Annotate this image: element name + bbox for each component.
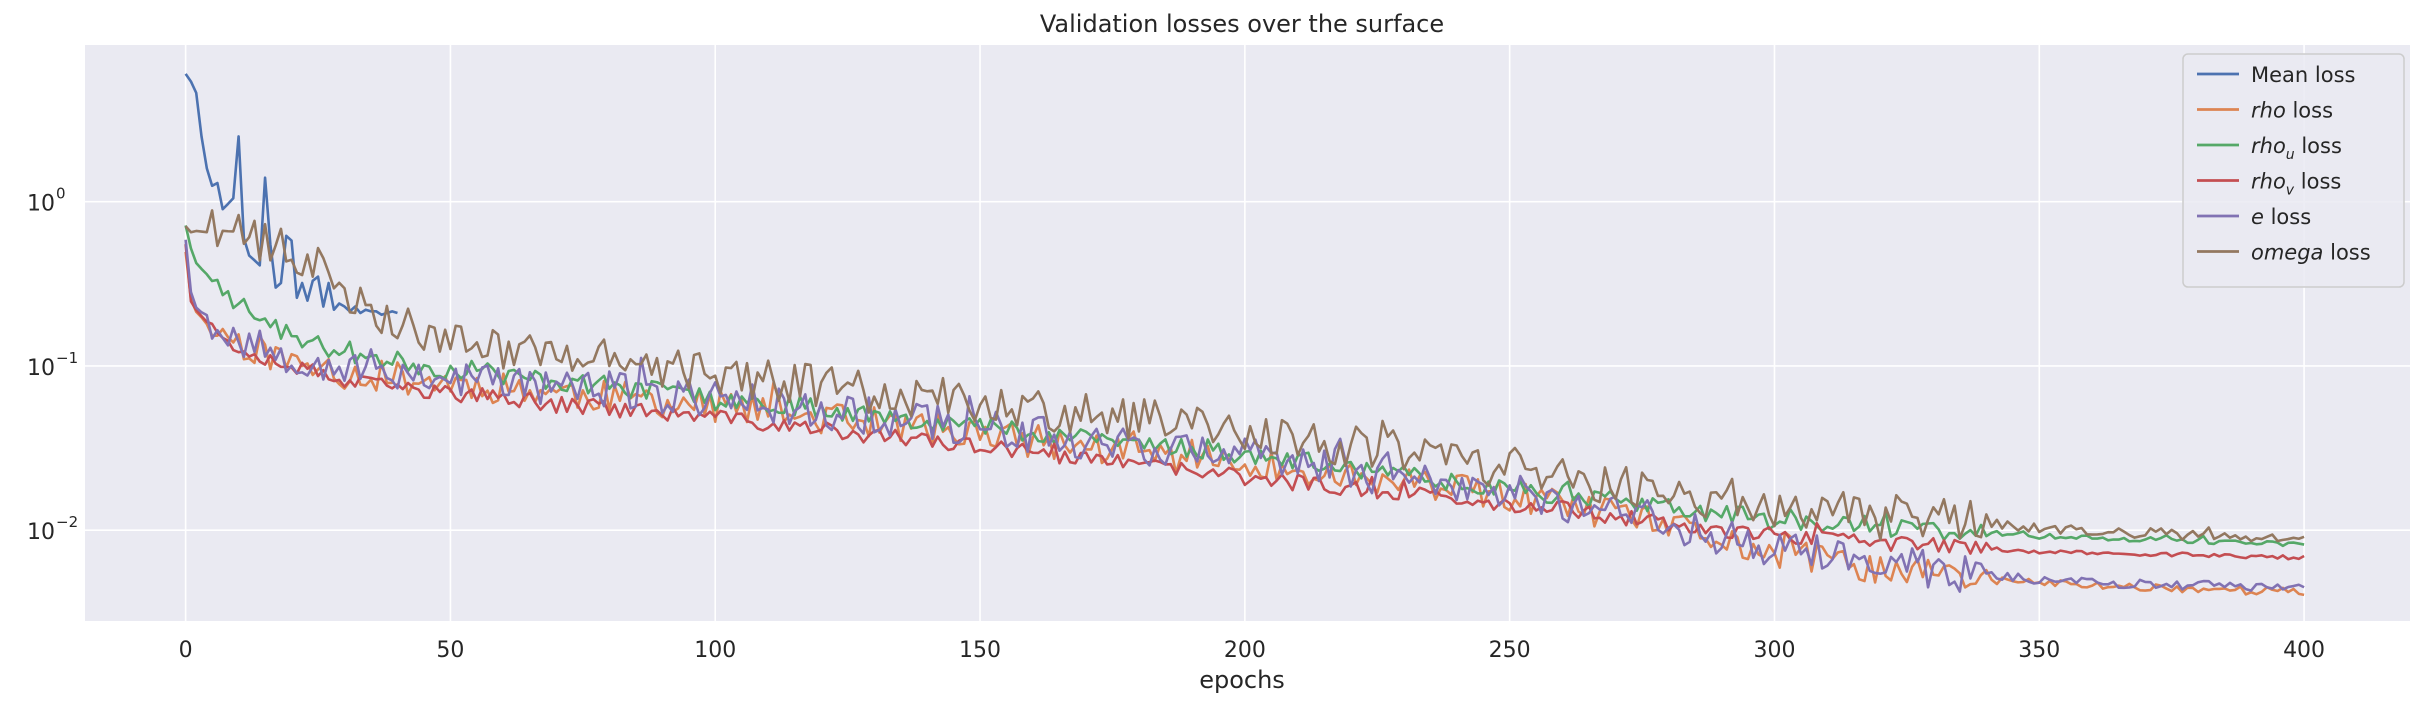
legend-label: rho loss: [2251, 99, 2333, 123]
series-line: [184, 73, 398, 317]
y-tick-exponent: −2: [56, 513, 78, 531]
legend-label: omega loss: [2251, 241, 2371, 265]
legend: Mean loss rho loss rhou loss rhov loss e los…: [2182, 53, 2405, 288]
y-tick-exponent: −1: [56, 349, 78, 367]
x-tick-label: 150: [959, 638, 1001, 663]
x-tick-labels: 0 50 100 150 200 250 300 350 400: [179, 638, 2325, 663]
x-tick-label: 250: [1489, 638, 1531, 663]
series-line: [184, 225, 2305, 548]
x-tick-label: 50: [436, 638, 464, 663]
y-tick-label: 10: [27, 520, 55, 545]
series-lines: [184, 73, 2305, 597]
x-tick-label: 350: [2018, 638, 2060, 663]
series-line: [184, 244, 2305, 561]
x-tick-label: 0: [179, 638, 193, 663]
x-tick-label: 400: [2283, 638, 2325, 663]
y-tick-label: 10: [27, 192, 55, 217]
legend-label: rhov loss: [2251, 170, 2341, 199]
plot-background: [85, 45, 2410, 621]
grid-lines: [85, 45, 2410, 621]
legend-label: Mean loss: [2251, 63, 2355, 87]
series-line: [184, 209, 2305, 543]
x-axis-label: epochs: [1199, 666, 1285, 694]
chart-title: Validation losses over the surface: [1040, 10, 1444, 38]
legend-label: e loss: [2251, 205, 2311, 229]
legend-box: [2182, 53, 2405, 288]
y-tick-exponent: 0: [56, 185, 66, 203]
x-tick-label: 300: [1753, 638, 1795, 663]
x-tick-label: 100: [694, 638, 736, 663]
y-tick-label: 10: [27, 356, 55, 381]
legend-label: rhou loss: [2251, 134, 2342, 163]
x-tick-label: 200: [1224, 638, 1266, 663]
series-line: [184, 239, 2305, 593]
